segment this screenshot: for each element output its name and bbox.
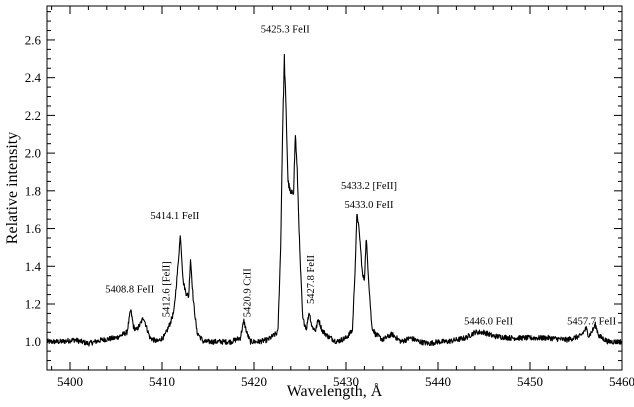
spectrum-line	[46, 53, 623, 347]
line-annotation: 5433.2 [FeII]	[341, 181, 397, 192]
line-annotation: 5408.8 FeII	[105, 285, 154, 296]
y-tick-label: 2.4	[25, 70, 42, 85]
x-tick-label: 5420	[241, 374, 267, 389]
y-tick-label: 2.2	[25, 108, 41, 123]
line-annotation: 5427.8 FeII	[306, 255, 317, 304]
y-tick-label: 2.6	[25, 32, 42, 47]
y-tick-label: 2.0	[25, 146, 41, 161]
y-tick-label: 1.4	[25, 259, 42, 274]
plot-frame	[46, 5, 623, 371]
x-tick-label: 5460	[609, 374, 634, 389]
tick-labels-layer: 5400 5410 5420 5430 5440 5450 5460 1.0 1.2 1.4 1.6…	[25, 32, 634, 389]
x-axis-title: Wavelength, Å	[287, 382, 383, 400]
line-annotation: 5457.7 FeII	[567, 317, 616, 328]
line-annotation: 5420.9 CrII	[242, 268, 253, 317]
x-tick-label: 5430	[333, 374, 359, 389]
x-tick-label: 5440	[425, 374, 451, 389]
y-tick-label: 1.2	[25, 296, 41, 311]
line-annotations-layer: 5408.8 FeII 5412.6 [FeII] 5414.1 FeII 5420.…	[105, 24, 616, 327]
y-tick-label: 1.0	[25, 334, 41, 349]
line-annotation: 5446.0 FeII	[464, 317, 513, 328]
ticks-layer	[47, 6, 623, 371]
line-annotation: 5412.6 [FeII]	[161, 261, 172, 317]
y-axis-title: Relative intensity	[4, 132, 21, 244]
line-annotation: 5433.0 FeII	[345, 200, 394, 211]
y-tick-label: 1.8	[25, 183, 41, 198]
line-annotation: 5425.3 FeII	[261, 24, 310, 35]
line-annotation: 5414.1 FeII	[150, 211, 199, 222]
x-tick-label: 5410	[149, 374, 175, 389]
x-tick-label: 5400	[57, 374, 83, 389]
x-tick-label: 5450	[517, 374, 543, 389]
y-tick-label: 1.6	[25, 221, 42, 236]
